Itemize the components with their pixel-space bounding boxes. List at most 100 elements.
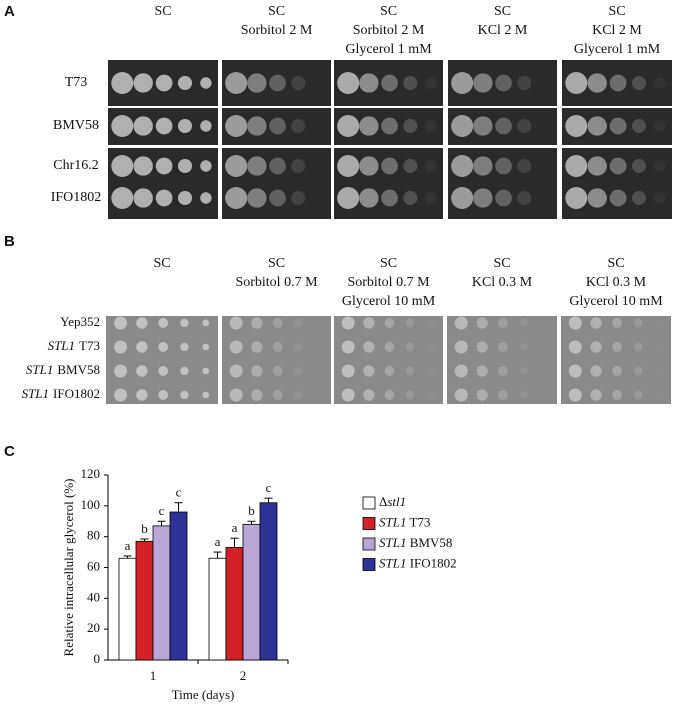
legend-label-part: STL1 (379, 555, 406, 570)
legend-label-part: Δ (379, 494, 387, 509)
bar (242, 523, 261, 661)
yeast-spot (406, 390, 415, 400)
bar (169, 511, 188, 661)
yeast-spot (155, 117, 173, 135)
legend-label-part: STL1 (379, 535, 406, 550)
yeast-spot (341, 388, 355, 402)
yeast-spot (590, 365, 602, 377)
bar (259, 502, 278, 661)
yeast-spot (654, 192, 666, 204)
yeast-spot (202, 367, 210, 375)
yeast-spot (498, 390, 509, 400)
yeast-spot (609, 157, 627, 175)
yeast-spot (363, 317, 375, 329)
yeast-spot (403, 190, 418, 206)
yeast-spot (251, 389, 263, 401)
yeast-spot (654, 77, 666, 89)
yeast-spot (272, 342, 283, 352)
column-header: KCl 0.3 M (586, 275, 647, 290)
yeast-spot (517, 118, 532, 134)
yeast-spot (565, 155, 588, 177)
yeast-spot (519, 390, 529, 400)
yeast-spot (136, 389, 148, 401)
yeast-spot (427, 319, 435, 327)
panel-letter: B (4, 233, 15, 250)
yeast-spot (476, 389, 488, 401)
column-header: Glycerol 10 mM (569, 294, 663, 309)
panel-letter: A (4, 3, 15, 20)
yeast-spot (247, 73, 267, 93)
strain-name: IFO1802 (53, 386, 100, 401)
bar (135, 540, 154, 661)
yeast-spot (427, 343, 435, 351)
column-header: Sorbitol 0.7 M (347, 275, 430, 290)
column-header: KCl 0.3 M (472, 275, 533, 290)
legend-label: STL1 BMV58 (379, 535, 452, 550)
yeast-spot (609, 74, 627, 92)
plate-image (334, 316, 443, 404)
yeast-spot (565, 187, 588, 209)
plate-image (222, 316, 331, 404)
yeast-spot (568, 364, 582, 378)
yeast-spot (158, 390, 169, 400)
row-label: STL1 T73 (48, 338, 100, 353)
yeast-spot (114, 316, 128, 330)
yeast-spot (200, 160, 212, 172)
significance-label: a (215, 534, 221, 549)
yeast-spot (633, 366, 643, 376)
x-axis-label: Time (days) (172, 687, 235, 702)
yeast-spot (158, 318, 169, 328)
yeast-spot (155, 157, 173, 175)
yeast-spot (612, 318, 623, 328)
yeast-spot (427, 367, 435, 375)
yeast-spot (180, 390, 189, 400)
row-label: Yep352 (60, 314, 100, 329)
yeast-spot (590, 341, 602, 353)
yeast-spot (291, 158, 306, 174)
column-header: SC (380, 256, 397, 271)
y-axis-label: Relative intracellular glycerol (%) (61, 479, 76, 657)
yeast-spot (111, 187, 134, 209)
yeast-spot (517, 158, 532, 174)
yeast-spot (495, 157, 512, 175)
yeast-spot (229, 388, 243, 402)
yeast-spot (473, 116, 493, 136)
bar (225, 547, 244, 661)
yeast-spot (363, 341, 375, 353)
yeast-spot (609, 189, 627, 207)
yeast-spot (133, 156, 153, 176)
yeast-spot (381, 74, 398, 92)
legend-swatch (362, 496, 376, 510)
yeast-spot (180, 318, 189, 328)
yeast-spot (133, 116, 153, 136)
yeast-spot (454, 316, 468, 330)
yeast-spot (612, 342, 623, 352)
yeast-spot (114, 364, 128, 378)
yeast-spot (294, 342, 303, 352)
legend-swatch (362, 558, 376, 571)
bar (118, 557, 137, 661)
yeast-spot (294, 366, 303, 376)
yeast-spot (587, 188, 607, 208)
yeast-spot (202, 391, 210, 399)
plate-image (106, 316, 218, 404)
yeast-spot (272, 366, 283, 376)
yeast-spot (111, 115, 134, 137)
yeast-spot (269, 189, 286, 207)
yeast-spot (655, 319, 663, 327)
yeast-spot (519, 342, 529, 352)
significance-label: c (176, 485, 182, 500)
yeast-spot (111, 155, 134, 177)
column-header: Sorbitol 2 M (353, 23, 425, 38)
yeast-spot (341, 364, 355, 378)
legend-label: STL1 IFO1802 (379, 555, 457, 570)
yeast-spot (406, 342, 415, 352)
yeast-spot (498, 342, 509, 352)
yeast-spot (633, 342, 643, 352)
yeast-spot (363, 365, 375, 377)
column-header: SC (154, 4, 171, 19)
yeast-spot (631, 75, 647, 91)
yeast-spot (587, 116, 607, 136)
row-label: STL1 IFO1802 (22, 386, 100, 401)
